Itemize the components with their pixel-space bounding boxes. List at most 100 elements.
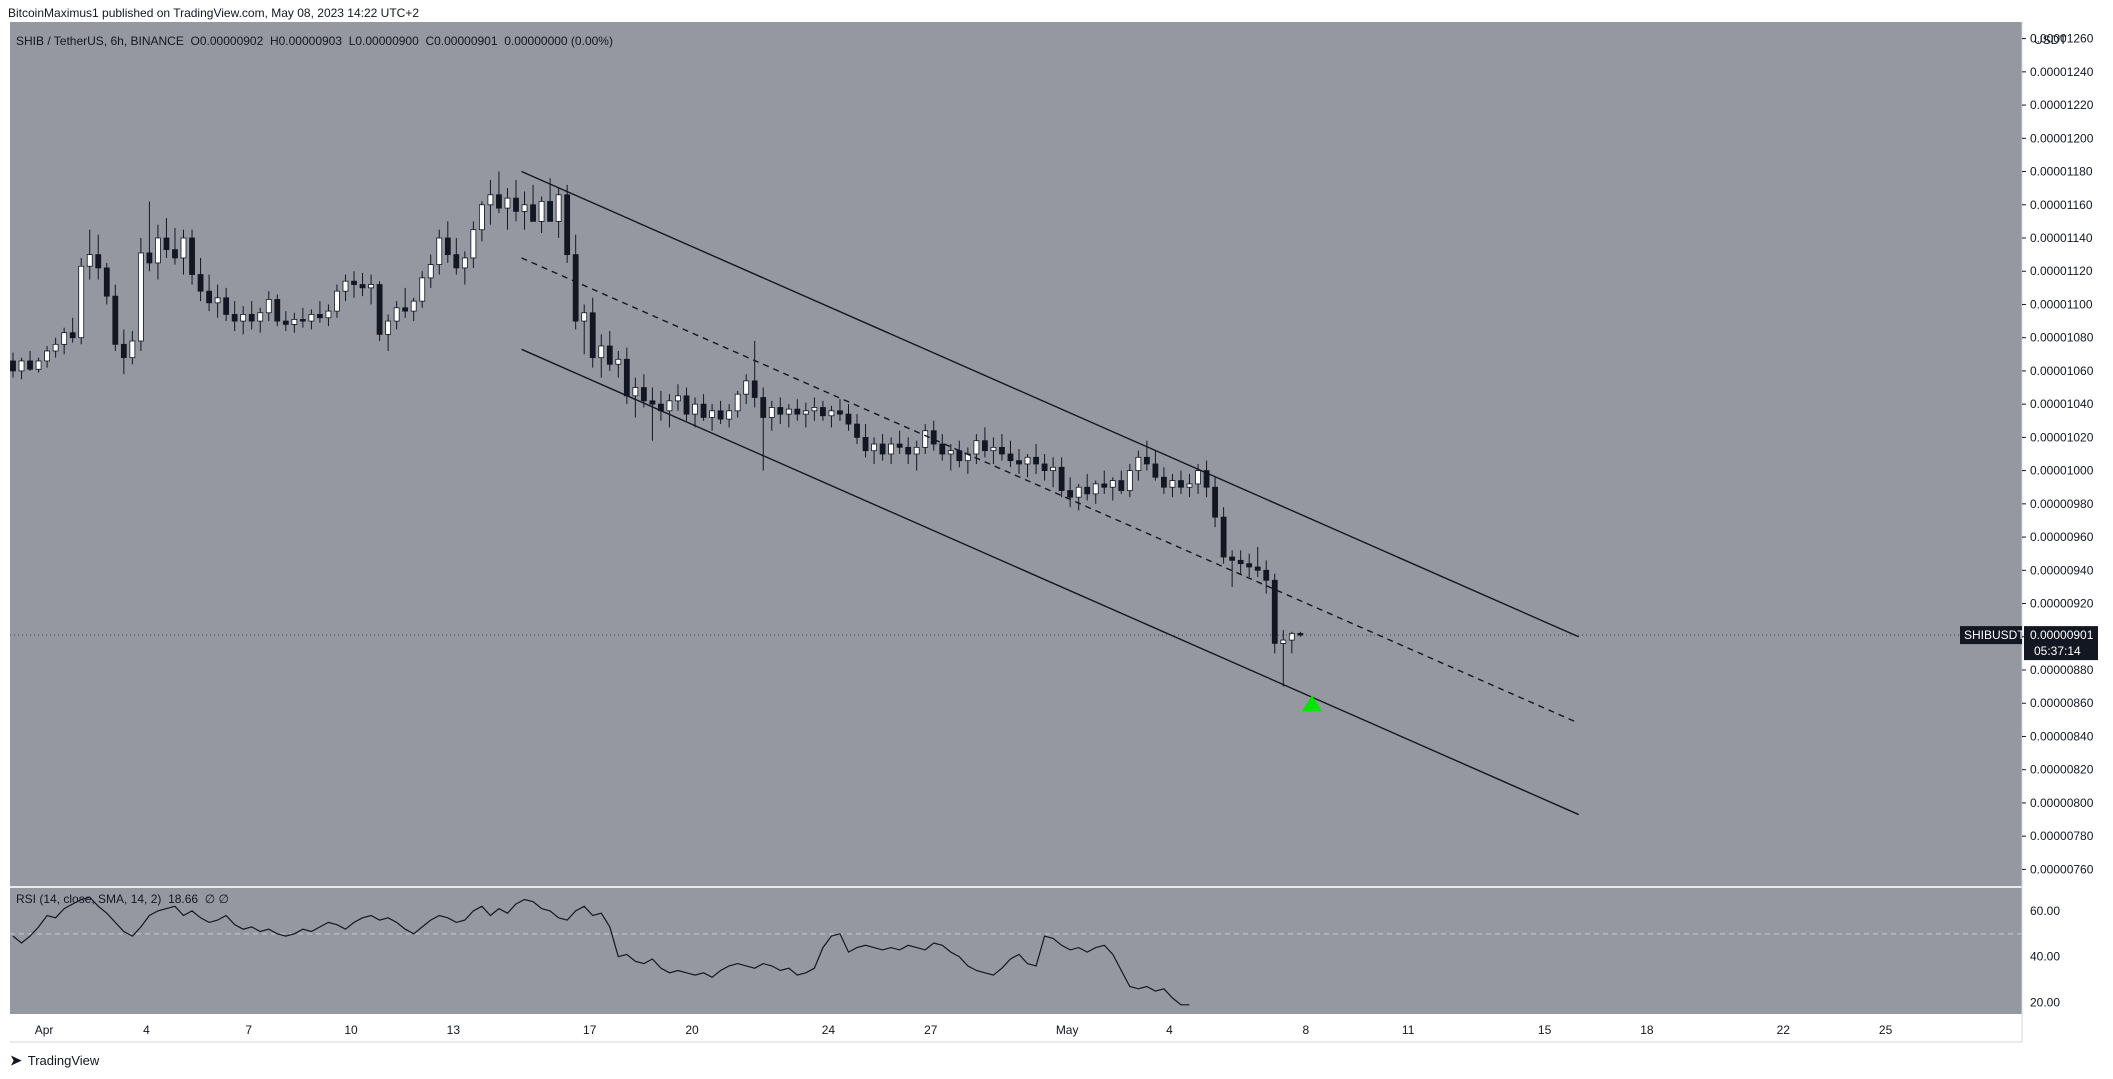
candle-body bbox=[376, 284, 383, 335]
price-tick-label: 0.00000860 bbox=[2030, 696, 2094, 710]
candle-body bbox=[794, 408, 801, 415]
candle-body bbox=[640, 387, 647, 402]
candle-body bbox=[504, 197, 511, 209]
candle-body bbox=[1016, 460, 1022, 465]
price-tick-label: 0.00001220 bbox=[2030, 98, 2094, 112]
candle-body bbox=[1263, 569, 1270, 581]
price-tick-label: 0.00000960 bbox=[2030, 530, 2094, 544]
open-value: 0.00000902 bbox=[199, 34, 264, 48]
time-tick-label: 22 bbox=[1777, 1023, 1791, 1037]
last-price-tag bbox=[2024, 626, 2098, 661]
candle-body bbox=[206, 290, 212, 304]
candle-body bbox=[453, 254, 460, 269]
candle-body bbox=[1280, 639, 1287, 644]
candle-body bbox=[820, 407, 826, 417]
candle-body bbox=[444, 237, 451, 256]
last-price-symbol: SHIBUSDT bbox=[1964, 628, 2025, 642]
candle-body bbox=[69, 332, 76, 339]
price-pane[interactable] bbox=[10, 22, 2022, 886]
candle-body bbox=[146, 252, 153, 264]
candle-body bbox=[598, 345, 605, 359]
candle-body bbox=[103, 267, 110, 297]
candle-body bbox=[1271, 579, 1278, 644]
rsi-pane[interactable] bbox=[10, 888, 2022, 1014]
price-tick-label: 0.00001020 bbox=[2030, 430, 2094, 444]
candle-body bbox=[1246, 563, 1253, 568]
candle-body bbox=[581, 312, 588, 322]
candle-body bbox=[402, 307, 409, 312]
candle-body bbox=[1297, 633, 1304, 636]
candle-body bbox=[564, 194, 571, 256]
time-tick-label: 13 bbox=[447, 1023, 461, 1037]
up-arrow-marker-icon bbox=[1301, 695, 1322, 712]
candle-body bbox=[981, 440, 988, 452]
low-label: L bbox=[348, 34, 356, 48]
time-tick-label: 7 bbox=[245, 1023, 252, 1037]
price-tick-label: 0.00000800 bbox=[2030, 796, 2094, 810]
candle-body bbox=[1007, 453, 1014, 462]
candle-body bbox=[436, 237, 443, 265]
candle-body bbox=[461, 257, 468, 269]
candle-body bbox=[734, 393, 741, 412]
price-tick-label: 0.00001140 bbox=[2030, 231, 2093, 245]
channel-mid-line[interactable] bbox=[521, 257, 1579, 724]
candle-body bbox=[913, 446, 920, 455]
candle-body bbox=[35, 360, 42, 370]
candle-body bbox=[538, 201, 545, 222]
candle-body bbox=[385, 320, 392, 335]
candle-body bbox=[683, 395, 690, 415]
candle-body bbox=[231, 314, 238, 322]
price-tick-label: 0.00000760 bbox=[2030, 862, 2094, 876]
candle-body bbox=[197, 274, 204, 292]
candle-body bbox=[1126, 470, 1133, 491]
footer-brand[interactable]: ➤ TradingView bbox=[10, 1052, 99, 1069]
price-tick-label: 0.00001100 bbox=[2030, 297, 2093, 311]
candle-body bbox=[930, 430, 937, 445]
candle-body bbox=[947, 450, 954, 455]
price-tick-label: 0.00001180 bbox=[2030, 165, 2093, 179]
candle-body bbox=[1220, 516, 1227, 558]
candle-body bbox=[845, 413, 852, 425]
candle-body bbox=[163, 237, 170, 251]
symbol-legend: SHIB / TetherUS, 6h, BINANCE O0.00000902… bbox=[16, 34, 613, 48]
channel-upper-line[interactable] bbox=[521, 170, 1579, 638]
rsi-tick-label: 40.00 bbox=[2030, 950, 2060, 964]
candle-body bbox=[606, 345, 613, 365]
candle-body bbox=[282, 320, 289, 325]
price-tick-label: 0.00001060 bbox=[2030, 364, 2094, 378]
time-tick-label: 18 bbox=[1640, 1023, 1654, 1037]
candle-body bbox=[299, 319, 306, 322]
time-tick-label: 15 bbox=[1538, 1023, 1552, 1037]
price-tick-label: 0.00000880 bbox=[2030, 663, 2094, 677]
candle-body bbox=[27, 360, 33, 370]
candle-body bbox=[1169, 480, 1176, 488]
time-tick-label: 24 bbox=[822, 1023, 836, 1037]
high-value: 0.00000903 bbox=[278, 34, 343, 48]
candle-body bbox=[78, 265, 85, 339]
candle-body bbox=[555, 194, 562, 222]
price-tick-label: 0.00001120 bbox=[2030, 264, 2093, 278]
rsi-legend: RSI (14, close, SMA, 14, 2) 18.66 ∅ ∅ bbox=[16, 892, 229, 906]
candle-body bbox=[180, 237, 187, 259]
tradingview-logo-icon: ➤ bbox=[10, 1052, 22, 1068]
price-tick-label: 0.00000780 bbox=[2030, 829, 2094, 843]
candle-body bbox=[308, 314, 315, 322]
candle-body bbox=[990, 446, 997, 452]
candle-body bbox=[368, 284, 374, 289]
channel-lower-line[interactable] bbox=[521, 348, 1579, 816]
candle-body bbox=[854, 423, 860, 438]
price-tick-label: 0.00001260 bbox=[2030, 32, 2094, 46]
price-tick-label: 0.00001160 bbox=[2030, 198, 2093, 212]
price-tick-label: 0.00000820 bbox=[2030, 763, 2094, 777]
candle-body bbox=[1101, 483, 1108, 488]
time-tick-label: 10 bbox=[344, 1023, 358, 1037]
candle-body bbox=[1254, 566, 1261, 571]
time-tick-label: 20 bbox=[685, 1023, 699, 1037]
candle-body bbox=[214, 297, 221, 304]
candle-body bbox=[427, 264, 434, 279]
candle-body bbox=[649, 400, 656, 405]
candle-body bbox=[1058, 466, 1065, 491]
candle-body bbox=[1288, 633, 1295, 641]
